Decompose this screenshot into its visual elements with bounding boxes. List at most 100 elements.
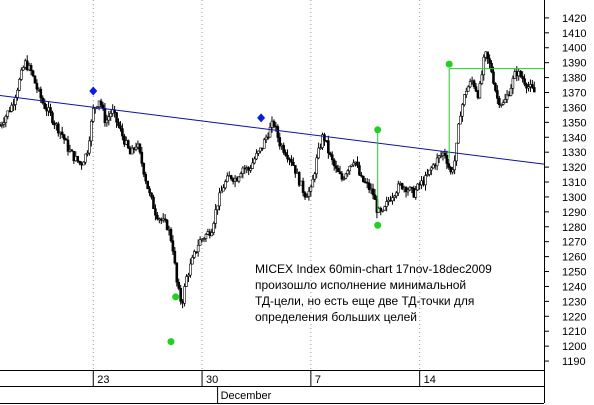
candle-body (126, 140, 130, 149)
candle-body (509, 88, 513, 96)
x-tick-label-23: 23 (97, 374, 109, 386)
candle (214, 204, 217, 229)
candle-body (385, 201, 388, 207)
candle-body (2, 122, 6, 125)
candle-body (466, 86, 470, 92)
candle-body (204, 234, 208, 239)
candle (468, 78, 472, 89)
candle-body (173, 250, 177, 264)
candle-body (356, 161, 359, 166)
candle (395, 191, 398, 199)
candle (191, 254, 194, 265)
candle-body (202, 238, 206, 240)
candle-body (241, 167, 245, 174)
candle (224, 179, 227, 190)
candle (90, 119, 93, 147)
candle-body (362, 175, 365, 183)
candle-body (229, 175, 233, 180)
candle (445, 150, 449, 170)
candle-body (22, 67, 25, 71)
candle (490, 60, 493, 74)
td-point-5 (445, 60, 453, 68)
candle-body (492, 71, 495, 84)
candle (78, 160, 81, 166)
candle (371, 183, 375, 200)
candle (276, 124, 280, 143)
candle (406, 187, 410, 196)
y-tick-label-1310: 1310 (562, 177, 586, 189)
candle (396, 180, 400, 196)
candle (2, 117, 6, 128)
candle-body (309, 186, 313, 192)
candle (194, 251, 198, 254)
candle (134, 142, 138, 152)
candle-body (391, 197, 394, 202)
candle-body (76, 156, 80, 162)
candle (488, 54, 491, 69)
candle (31, 69, 35, 78)
candle-body (511, 78, 515, 89)
candle-body (292, 162, 295, 166)
candle (185, 274, 188, 288)
candle-body (284, 152, 287, 156)
candle (202, 237, 206, 243)
candle (383, 205, 386, 211)
candle-body (163, 218, 167, 221)
candle (486, 51, 489, 64)
candle-body (451, 169, 454, 173)
td-point-2 (172, 293, 180, 301)
candle-body (315, 157, 318, 175)
candle-body (340, 173, 344, 180)
candle-body (396, 183, 400, 194)
candle-body (439, 155, 443, 157)
y-tick-label-1400: 1400 (562, 43, 586, 55)
candle-body (443, 152, 447, 156)
candle-body (435, 157, 439, 167)
candle (373, 189, 377, 200)
candle (503, 93, 507, 104)
candle (455, 142, 458, 166)
candle (356, 156, 359, 168)
candle-body (410, 186, 414, 189)
candle-body (428, 169, 431, 175)
candle-body (130, 147, 134, 155)
candle-body (194, 251, 198, 253)
candle (463, 94, 466, 107)
candle (472, 79, 476, 89)
candle (121, 123, 124, 141)
candle-body (327, 140, 330, 154)
candle (198, 236, 202, 246)
candle-body (367, 182, 371, 190)
candle-body (490, 62, 493, 73)
candle (408, 185, 412, 191)
y-tick-label-1230: 1230 (562, 296, 586, 308)
candle-body (6, 110, 10, 117)
candle-body (35, 82, 39, 90)
candle-body (525, 83, 528, 89)
candle-body (321, 134, 324, 148)
candle-body (70, 149, 74, 152)
candle-body (404, 187, 408, 193)
candle (332, 158, 336, 171)
candle (430, 165, 433, 176)
candle-body (328, 152, 332, 155)
candle (358, 161, 361, 176)
candle-body (156, 214, 159, 220)
candle-body (276, 126, 280, 138)
candle (4, 114, 8, 128)
candle (29, 62, 33, 76)
candle (531, 79, 534, 89)
candle (179, 284, 182, 305)
candle (496, 85, 499, 105)
candle-body (60, 131, 64, 135)
candle-body (424, 175, 427, 186)
candle (294, 165, 297, 178)
candle (499, 103, 503, 108)
candle (367, 179, 371, 194)
candle-body (486, 51, 489, 59)
candle (177, 278, 181, 291)
candle (348, 165, 352, 175)
candle-body (179, 287, 182, 302)
candle (51, 110, 54, 126)
